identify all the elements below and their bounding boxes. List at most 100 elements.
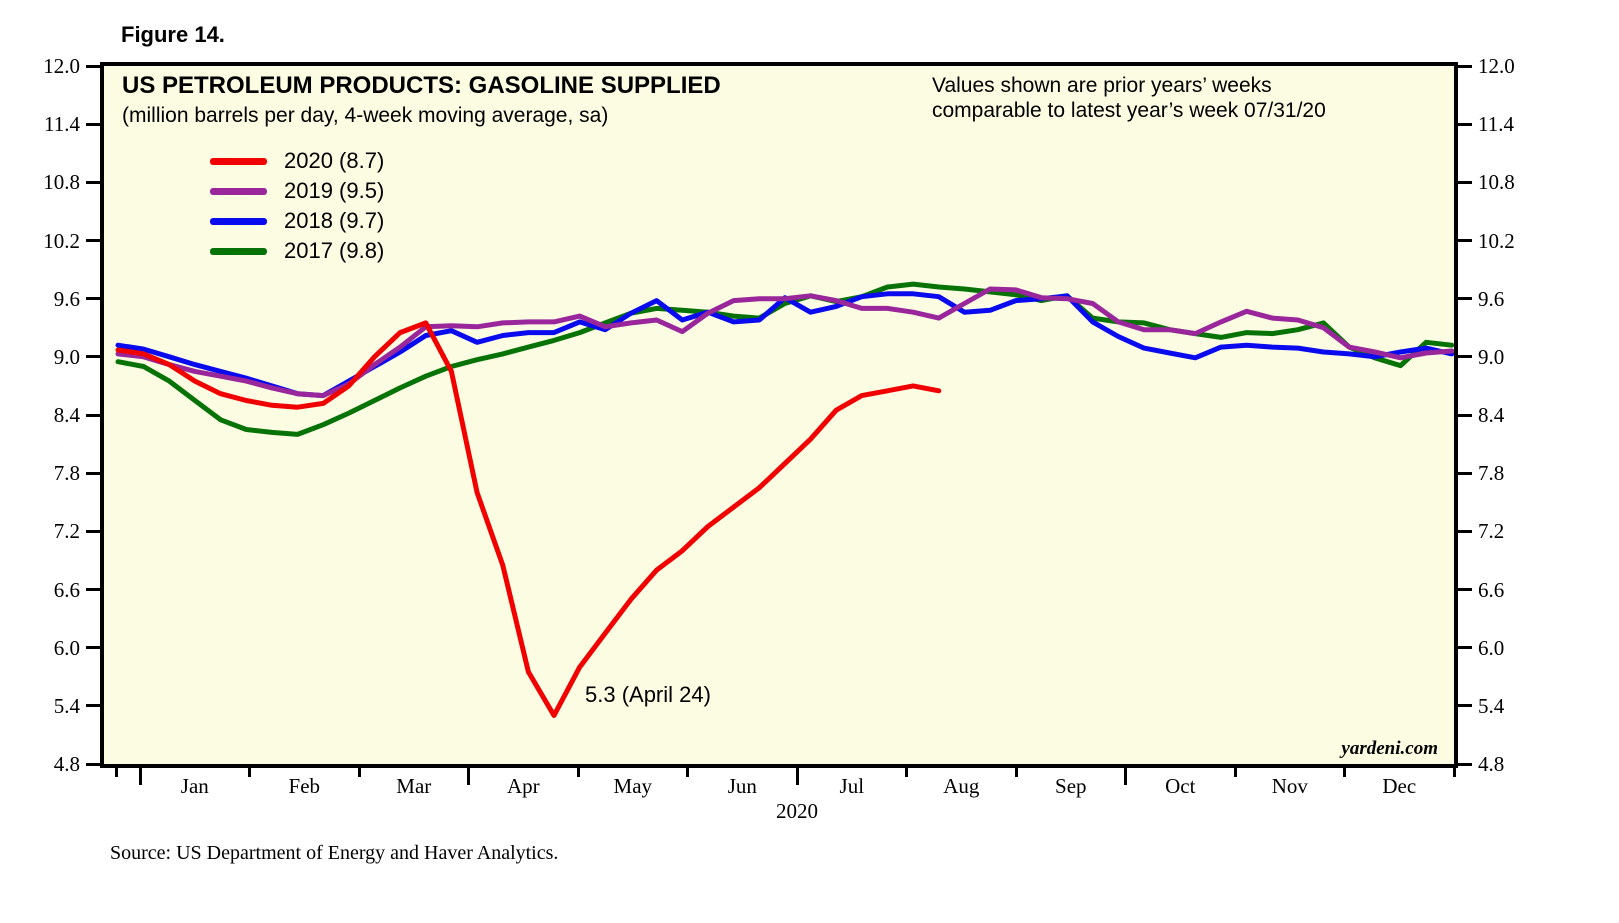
y-tickmark-right (1458, 239, 1472, 242)
y-tickmark-left (86, 762, 100, 766)
y-tick-label-left: 4.8 (53, 752, 80, 776)
x-tickmark-month (1452, 768, 1456, 777)
x-tick-label-month: Mar (396, 774, 432, 798)
y-tickmark-right (1458, 704, 1472, 708)
x-tick-label-month: Jun (727, 774, 757, 798)
x-tickmark-month (686, 768, 689, 777)
figure-label: Figure 14. (121, 22, 225, 47)
x-tick-label-month: Jul (839, 774, 865, 798)
y-tick-label-left: 11.4 (44, 112, 80, 137)
y-tickmark-right (1458, 762, 1472, 766)
x-tickmark-month (248, 768, 251, 777)
chart-title: US PETROLEUM PRODUCTS: GASOLINE SUPPLIED (122, 72, 721, 99)
y-tick-label-right: 6.0 (1478, 635, 1505, 660)
y-tickmark-left (86, 588, 100, 591)
y-tickmark-right (1458, 471, 1472, 475)
legend-label-2019: 2019 (9.5) (284, 178, 385, 203)
x-tick-label-month: May (613, 774, 653, 798)
y-tick-label-left: 9.0 (53, 344, 80, 369)
y-tickmark-left (86, 413, 100, 417)
y-tickmark-right (1458, 297, 1472, 301)
legend-item-2020: 2020 (8.7) (210, 146, 384, 176)
legend-label-2017: 2017 (9.8) (284, 238, 385, 263)
y-tick-label-right: 9.6 (1478, 286, 1505, 311)
y-tick-label-right: 7.8 (1478, 461, 1505, 486)
y-tickmark-right (1458, 180, 1472, 184)
y-tick-label-right: 7.2 (1478, 519, 1505, 544)
legend-label-2020: 2020 (8.7) (284, 148, 385, 173)
legend-swatch-2019 (210, 187, 267, 195)
legend-swatch-2018 (210, 217, 267, 225)
plot-area (115, 281, 1454, 718)
y-tickmark-right (1458, 355, 1472, 359)
y-tick-label-left: 9.6 (53, 286, 80, 311)
y-tick-label-right: 10.8 (1478, 170, 1515, 195)
x-tick-label-month: Nov (1271, 774, 1308, 798)
y-tickmark-right (1458, 413, 1472, 417)
y-tick-label-right: 12.0 (1478, 54, 1515, 78)
x-axis-year-label: 2020 (776, 799, 818, 823)
x-tick-label-month: Dec (1382, 774, 1417, 798)
y-tick-label-right: 8.4 (1478, 403, 1505, 427)
y-tick-label-left: 12.0 (43, 54, 80, 78)
trough-annotation: 5.3 (April 24) (585, 682, 711, 707)
y-tickmark-left (86, 704, 100, 708)
y-tickmark-right (1458, 122, 1472, 126)
y-tickmark-right (1458, 64, 1472, 68)
y-tick-label-right: 4.8 (1478, 752, 1505, 776)
y-tick-label-right: 11.4 (1478, 112, 1514, 137)
y-tickmark-left (86, 471, 100, 475)
x-tickmark-month (576, 768, 580, 777)
x-tickmark-month (1233, 768, 1237, 777)
x-tickmark-start (115, 768, 118, 777)
legend: 2020 (8.7) 2019 (9.5) 2018 (9.7) 2017 (9.8) (210, 146, 384, 266)
y-tick-label-left: 7.8 (53, 461, 80, 486)
y-tick-label-right: 10.2 (1478, 228, 1515, 253)
x-tick-label-month: Aug (943, 774, 980, 798)
legend-item-2019: 2019 (9.5) (210, 176, 384, 206)
chart-note: Values shown are prior years’ weeks comp… (932, 74, 1326, 122)
y-tickmark-left (86, 529, 100, 533)
line-series-2020 (115, 320, 942, 718)
y-tickmark-left (86, 646, 100, 650)
legend-swatch-2020 (210, 157, 267, 165)
y-tickmark-left (86, 180, 100, 184)
y-tickmark-left (86, 239, 100, 242)
y-tick-label-right: 9.0 (1478, 344, 1505, 369)
y-tickmark-right (1458, 529, 1472, 533)
x-tickmark-month (138, 768, 142, 785)
line-series-2017 (115, 281, 1454, 437)
y-tick-label-left: 10.8 (43, 170, 80, 195)
x-tickmark-month (1343, 768, 1346, 777)
y-tick-label-left: 5.4 (53, 693, 80, 718)
x-tickmark-month (467, 768, 470, 785)
x-tickmark-month (905, 768, 908, 777)
x-tickmark-month (1124, 768, 1127, 785)
x-tick-label-month: Oct (1165, 774, 1196, 798)
legend-item-2018: 2018 (9.7) (210, 206, 384, 236)
x-tickmark-month (357, 768, 361, 777)
y-tick-label-left: 6.0 (53, 635, 80, 660)
source-note: Source: US Department of Energy and Have… (110, 842, 559, 864)
title-block: US PETROLEUM PRODUCTS: GASOLINE SUPPLIED… (122, 72, 721, 128)
y-tickmark-left (86, 122, 100, 126)
line-series-2019 (115, 286, 1454, 399)
legend-label-2018: 2018 (9.7) (284, 208, 385, 233)
x-tick-label-month: Sep (1055, 774, 1087, 798)
y-tick-label-left: 7.2 (53, 519, 80, 544)
y-tick-label-left: 10.2 (43, 228, 80, 253)
line-series-2018 (115, 291, 1454, 399)
y-tick-label-left: 8.4 (53, 403, 80, 427)
chart-subtitle: (million barrels per day, 4-week moving … (122, 104, 609, 127)
legend-swatch-2017 (210, 247, 267, 255)
watermark: yardeni.com (1341, 738, 1438, 759)
x-tick-label-month: Feb (288, 774, 321, 798)
y-tickmark-left (86, 297, 100, 301)
x-tick-label-month: Apr (506, 774, 540, 798)
y-tickmark-right (1458, 588, 1472, 591)
x-tick-label-month: Jan (180, 774, 209, 798)
y-tick-label-right: 5.4 (1478, 693, 1505, 718)
y-tickmark-right (1458, 646, 1472, 650)
y-tick-label-left: 6.6 (53, 577, 80, 602)
